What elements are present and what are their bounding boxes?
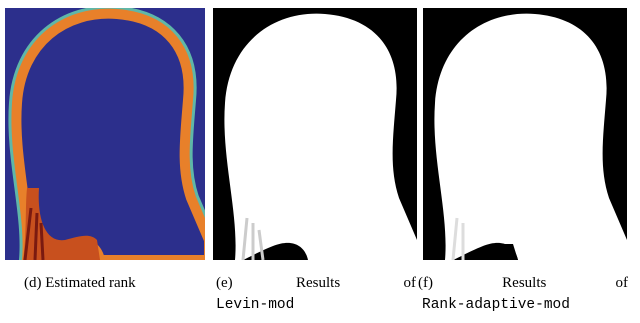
caption: (f) Results of Rank-adaptive-mod [418, 272, 628, 316]
figure: (d) Estimated rank (e) Results of Levin-… [0, 0, 640, 323]
caption-text: Results of [502, 275, 628, 291]
caption: (e) Results of Levin-mod [216, 272, 416, 316]
levin-mod-image [213, 8, 417, 260]
caption-code: Rank-adaptive-mod [418, 294, 628, 316]
caption-code: Levin-mod [216, 294, 416, 316]
figure-images [0, 0, 640, 270]
caption-label: (f) [418, 275, 433, 291]
caption-text: Estimated rank [45, 275, 135, 291]
rank-adaptive-mod-image [423, 8, 627, 260]
caption-text: Results of [296, 275, 416, 291]
caption-label: (e) [216, 275, 233, 291]
caption: (d) Estimated rank [24, 272, 204, 294]
estimated-rank-image [5, 8, 209, 260]
caption-label: (d) [24, 275, 42, 291]
